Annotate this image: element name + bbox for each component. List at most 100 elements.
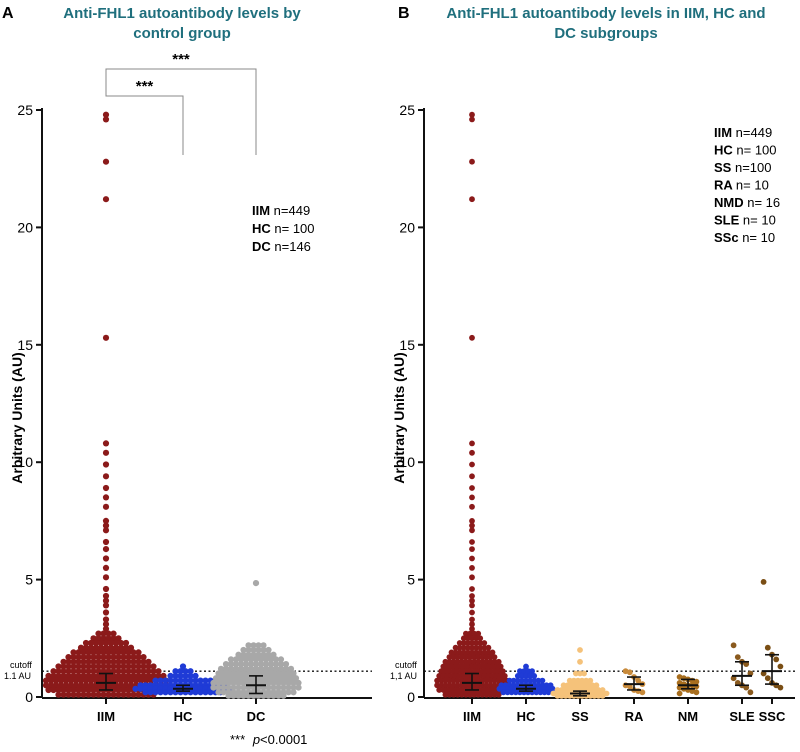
- panel-a-point-dc: [242, 675, 250, 682]
- panel-a-point-hc: [132, 685, 139, 692]
- panel-a-x-tick-label-hc: HC: [174, 709, 193, 724]
- panel-a-point-iim: [65, 654, 72, 661]
- panel-a-point-iim: [85, 654, 92, 661]
- panel-a-point-dc: [265, 684, 272, 691]
- panel-b-point-iim: [471, 630, 477, 637]
- panel-a-point-iim: [90, 672, 97, 680]
- panel-b-point-iim: [477, 640, 484, 646]
- panel-a-point-iim: [95, 663, 102, 670]
- panel-b-point-ss: [591, 692, 598, 699]
- panel-a-point-iim: [120, 663, 127, 670]
- panel-b-point-iim: [465, 663, 471, 670]
- legend-key: SSc: [714, 230, 742, 245]
- panel-a-point-dc: [245, 670, 252, 677]
- panel-b-point-iim: [481, 687, 488, 693]
- panel-a-point-iim: [65, 668, 72, 675]
- panel-b-point-iim: [475, 668, 481, 675]
- panel-b-x-tick-label-ra: RA: [625, 709, 644, 724]
- panel-b-y-tick-label: 20: [399, 219, 415, 235]
- panel-b-point-sle: [730, 642, 737, 649]
- panel-a-point-dc: [280, 692, 287, 699]
- panel-b-point-iim: [483, 658, 490, 665]
- panel-b-legend-entry-hc: HC n= 100: [714, 143, 777, 158]
- panel-b-point-ss: [558, 692, 565, 699]
- panel-b-point-iim: [477, 644, 484, 651]
- panel-b-point-iim: [469, 440, 475, 447]
- panel-b-point-iim: [473, 649, 479, 656]
- panel-a-point-iim: [155, 672, 162, 680]
- panel-a-point-hc: [167, 689, 174, 696]
- panel-b-point-iim: [497, 663, 504, 670]
- panel-a-point-iim: [102, 494, 110, 501]
- panel-a-point-dc: [215, 689, 222, 696]
- panel-a-point-dc: [237, 656, 245, 663]
- panel-b-point-hc: [549, 685, 556, 692]
- panel-a-legend-entry-iim: IIM n=449: [252, 203, 310, 218]
- panel-a-point-dc: [250, 670, 257, 677]
- panel-b-point-iim: [485, 649, 492, 656]
- panel-b-point-iim: [499, 677, 506, 684]
- legend-key: NMD: [714, 195, 747, 210]
- panel-b-point-iim: [481, 640, 488, 646]
- panel-a-point-iim: [145, 672, 152, 680]
- panel-a-point-iim: [75, 658, 82, 665]
- panel-a-point-dc: [257, 665, 265, 672]
- panel-b-x-tick-label-ssc: SSC: [759, 709, 786, 724]
- panel-a-point-iim: [97, 639, 105, 647]
- panel-a-point-iim: [135, 668, 142, 675]
- panel-a-point-iim: [130, 663, 137, 670]
- panel-a-point-iim: [85, 649, 92, 656]
- panel-a-point-dc: [227, 661, 235, 668]
- panel-a-point-dc: [227, 665, 235, 672]
- panel-a-y-tick-label: 5: [25, 572, 33, 588]
- panel-a-point-iim: [120, 691, 127, 698]
- panel-a-point-dc: [225, 684, 232, 691]
- panel-a-point-dc: [295, 679, 302, 687]
- panel-a-point-dc: [240, 679, 247, 687]
- panel-a-point-dc: [247, 665, 255, 672]
- panel-a-point-dc: [272, 675, 280, 682]
- panel-b-point-ss: [568, 682, 575, 689]
- panel-a-point-hc: [177, 677, 184, 684]
- panel-b-point-ss: [566, 677, 573, 684]
- panel-a-point-iim: [90, 635, 97, 642]
- panel-b-point-iim: [493, 673, 500, 679]
- panel-a-point-iim: [82, 644, 90, 651]
- panel-a-point-dc: [242, 661, 250, 668]
- panel-a-point-iim: [72, 677, 80, 684]
- panel-a-point-iim: [95, 635, 102, 642]
- panel-b-point-iim: [450, 691, 457, 698]
- panel-a-point-iim: [120, 686, 127, 694]
- panel-a-point-iim: [87, 682, 95, 689]
- panel-a-point-iim: [102, 585, 110, 593]
- panel-a-point-iim: [47, 677, 55, 684]
- panel-b-point-sle: [747, 689, 754, 696]
- panel-a-point-dc: [227, 675, 235, 682]
- panel-a-point-iim: [100, 635, 107, 642]
- panel-a-point-dc: [272, 656, 280, 663]
- panel-a-point-iim: [102, 574, 110, 581]
- panel-a-point-hc: [197, 689, 204, 696]
- panel-a-point-iim: [127, 644, 135, 651]
- panel-a-point-iim: [65, 672, 72, 680]
- panel-a-point-iim: [112, 644, 120, 651]
- panel-b-x-tick-label-hc: HC: [517, 709, 536, 724]
- panel-b-point-iim: [481, 644, 488, 651]
- panel-b-point-iim: [444, 663, 451, 670]
- panel-a-point-iim: [135, 663, 142, 670]
- panel-b-point-iim: [491, 668, 498, 675]
- panel-a-point-iim: [135, 649, 142, 656]
- panel-a-point-iim: [85, 691, 92, 698]
- panel-b-point-iim: [469, 586, 475, 592]
- panel-b-point-iim: [434, 677, 440, 684]
- panel-a-y-tick-label: 25: [17, 102, 33, 118]
- panel-a-point-dc: [252, 656, 260, 663]
- panel-a-point-iim: [95, 672, 102, 680]
- panel-b-point-iim: [438, 682, 445, 689]
- panel-a-point-iim: [60, 686, 67, 694]
- panel-a-point-iim: [102, 461, 110, 468]
- panel-a-y-tick-label: 10: [17, 454, 33, 470]
- panel-b-point-iim: [491, 682, 498, 689]
- panel-a-point-hc: [177, 672, 184, 680]
- panel-b-point-ss: [562, 692, 569, 699]
